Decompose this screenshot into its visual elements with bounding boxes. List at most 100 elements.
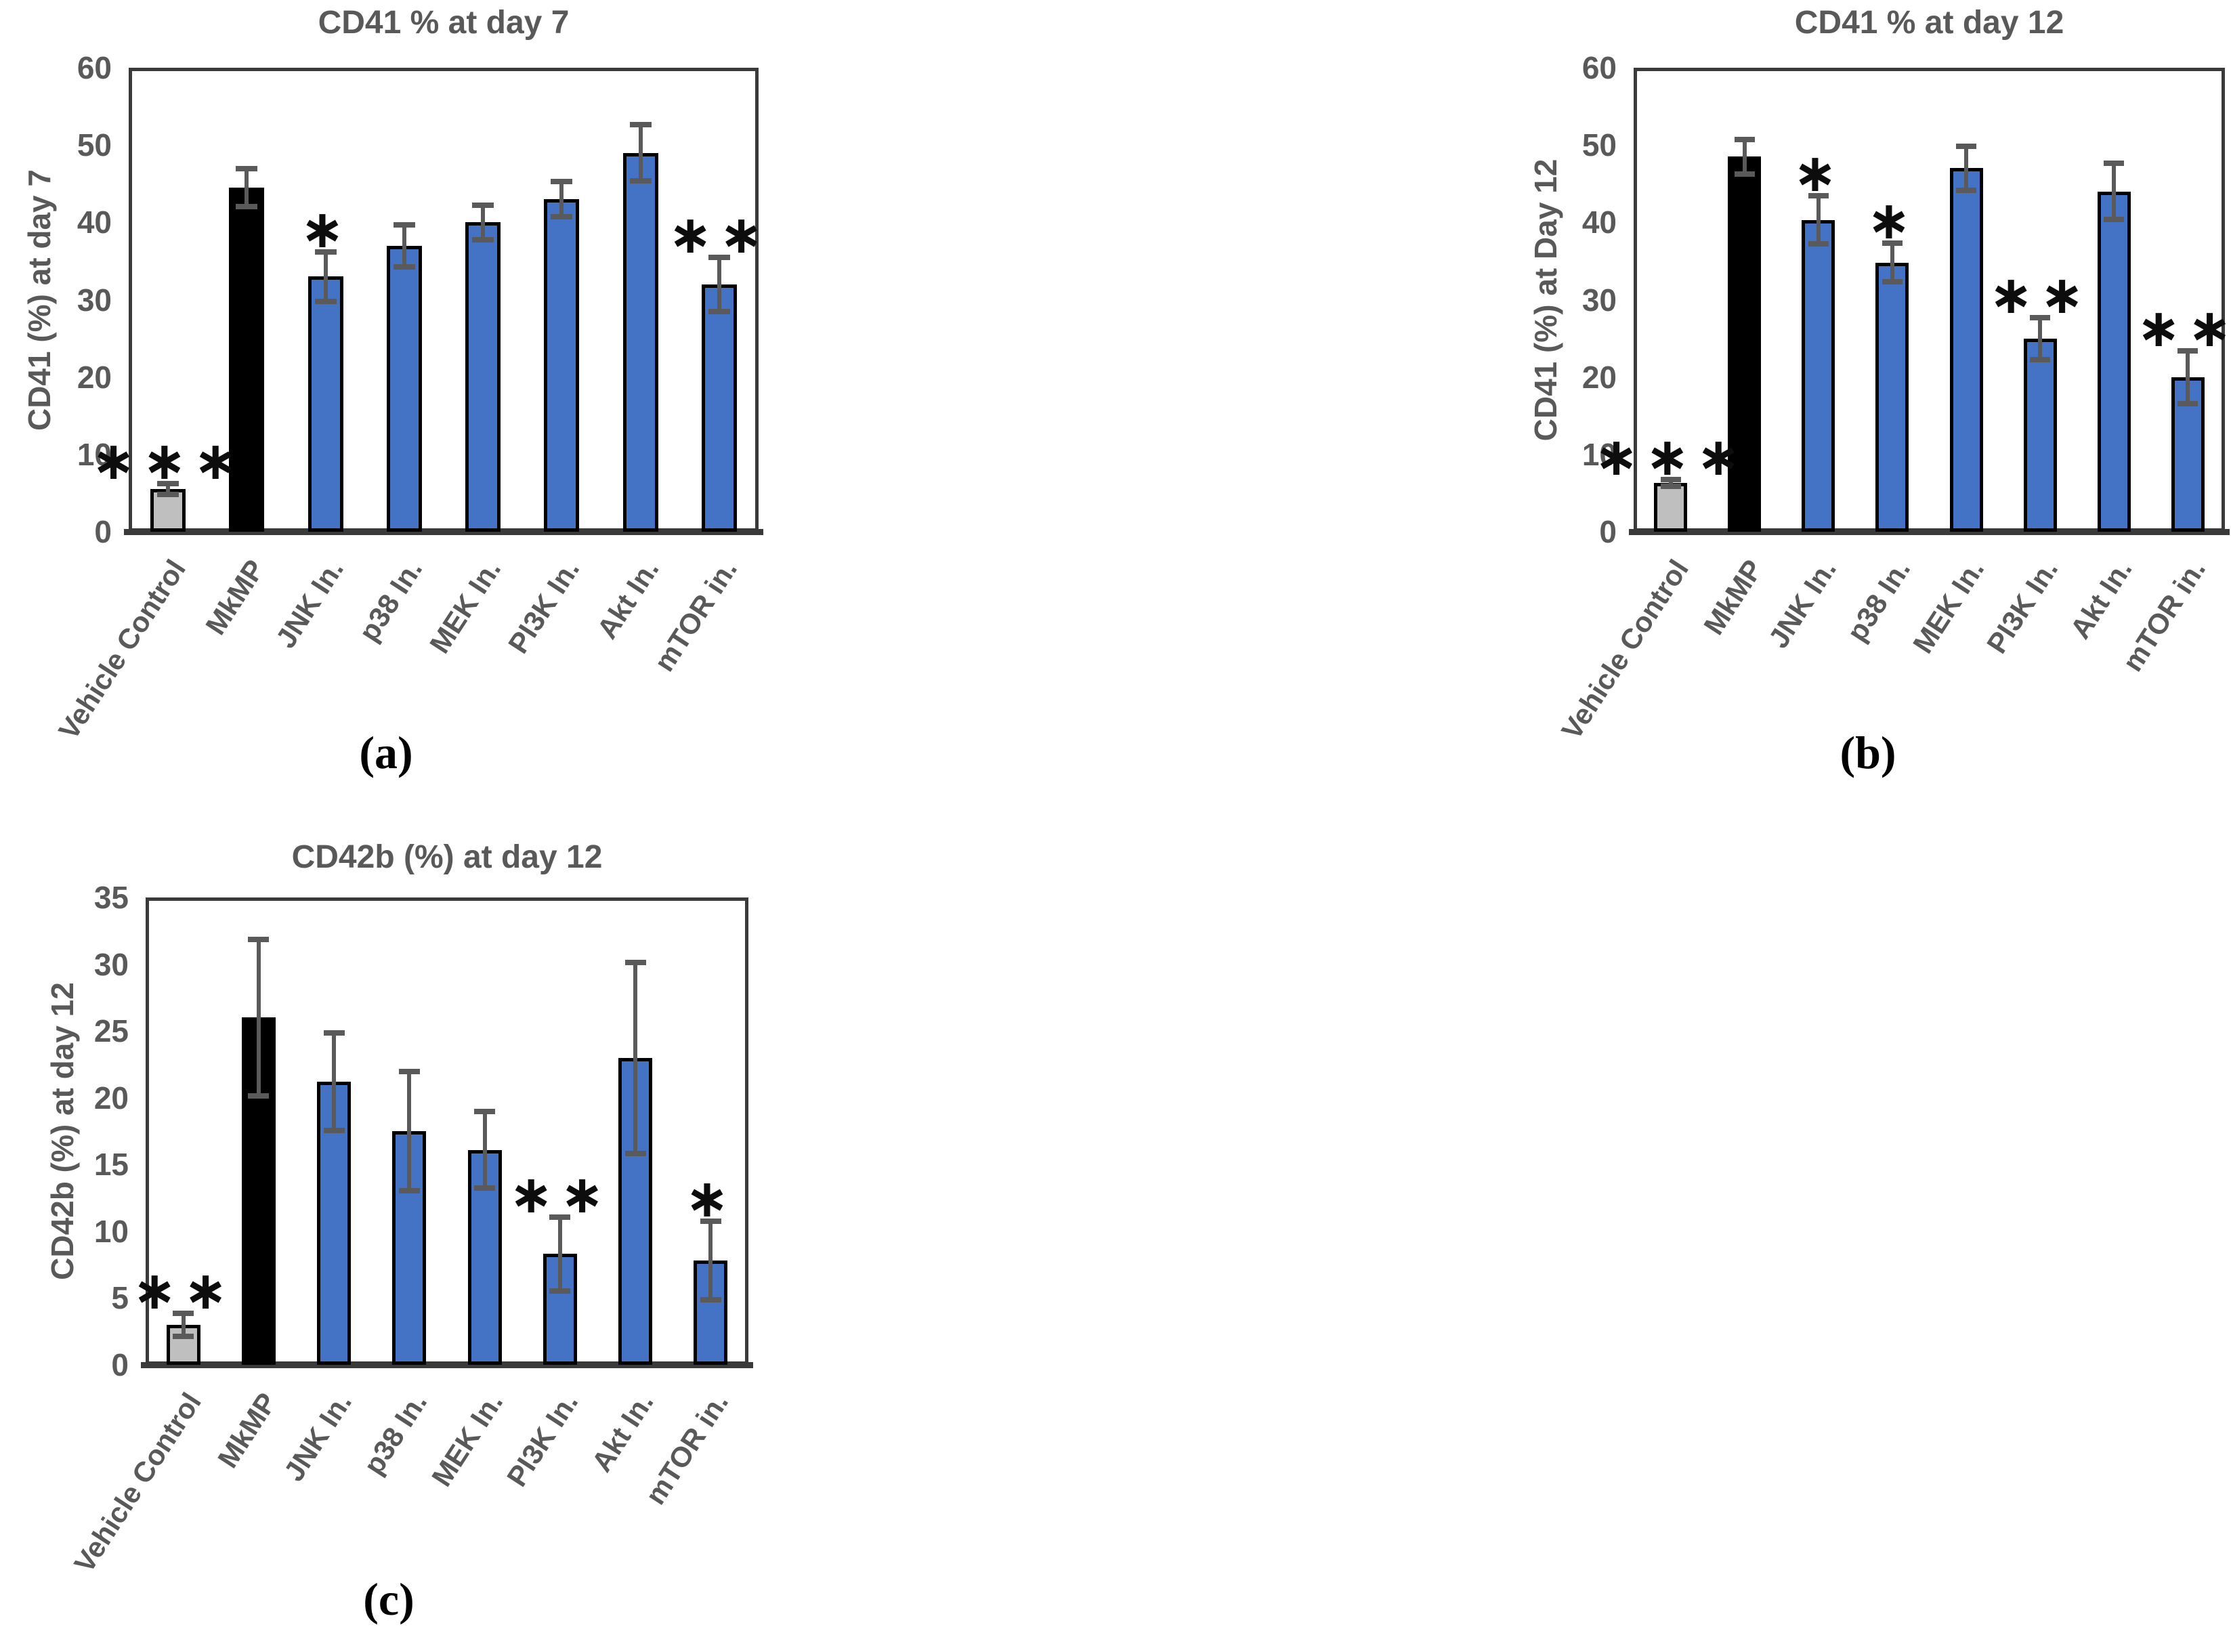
error-bar-cap-bottom	[1882, 279, 1903, 284]
error-bar-cap-bottom	[472, 237, 494, 242]
error-bar-line	[559, 181, 564, 218]
x-tick-label-mkmp: MkMP	[211, 1386, 283, 1474]
figure-caption-c: (c)	[363, 1573, 415, 1625]
significance-stars: ∗	[1867, 190, 1918, 251]
error-bar-cap-bottom	[248, 1093, 269, 1099]
y-tick-label: 10	[1581, 436, 1617, 472]
bar-jnk-in	[308, 276, 343, 532]
y-tick-label: 10	[93, 1213, 129, 1249]
y-tick-label: 50	[77, 127, 112, 163]
error-bar-line	[2038, 317, 2042, 360]
y-tick-label: 15	[93, 1147, 129, 1183]
error-bar-cap-bottom	[630, 178, 652, 184]
error-bar-line	[407, 1071, 411, 1191]
y-tick-label: 50	[1581, 127, 1617, 163]
bar-mek-in	[1950, 168, 1983, 532]
y-tick-label: 0	[111, 1347, 129, 1382]
y-tick-label: 35	[93, 880, 129, 915]
error-bar-cap-bottom	[157, 492, 179, 497]
significance-stars: ∗∗	[1989, 265, 2091, 326]
error-bar-cap-bottom	[1808, 241, 1829, 247]
error-bar-line	[332, 1032, 336, 1131]
chart-title: CD42b (%) at day 12	[291, 839, 603, 875]
error-bar-line	[1743, 139, 1747, 175]
significance-stars: ∗	[685, 1168, 736, 1229]
bar-mek-in	[465, 222, 501, 532]
y-tick-label: 30	[93, 946, 129, 982]
y-tick-label: 60	[1581, 50, 1617, 85]
error-bar-cap-top	[315, 249, 337, 255]
error-bar-line	[1816, 195, 1821, 245]
x-tick-label-vehicle-control: Vehicle Control	[68, 1386, 208, 1578]
x-tick-label-pi3k-in: PI3K In.	[500, 1386, 585, 1492]
significance-stars: ∗	[300, 199, 352, 260]
error-bar-cap-top	[2177, 348, 2198, 354]
figure-caption-a: (a)	[359, 727, 413, 778]
error-bar-cap-bottom	[2030, 357, 2050, 362]
y-tick-label: 20	[1581, 359, 1617, 395]
error-bar-cap-bottom	[399, 1188, 420, 1193]
error-bar-cap-bottom	[551, 214, 572, 219]
y-tick-label: 30	[77, 282, 112, 318]
bar-p38-in	[387, 246, 422, 532]
error-bar-cap-bottom	[708, 309, 730, 314]
y-tick-label: 40	[1581, 205, 1617, 240]
y-tick-label: 60	[77, 50, 112, 85]
bar-mek-in	[468, 1150, 502, 1365]
error-bar-line	[2186, 350, 2190, 404]
figure-caption-b: (b)	[1840, 727, 1896, 778]
error-bar-line	[708, 1221, 713, 1300]
bar-mkmp	[229, 188, 264, 532]
significance-stars: ∗∗∗	[91, 431, 245, 492]
bar-akt-in	[2098, 192, 2131, 532]
x-tick-label-mek-in: MEK In.	[425, 1386, 509, 1492]
error-bar-line	[717, 257, 721, 312]
error-bar-line	[483, 1111, 487, 1188]
error-bar-line	[166, 483, 170, 495]
error-bar-cap-bottom	[236, 204, 257, 209]
error-bar-cap-top	[625, 960, 646, 965]
significance-stars: ∗∗∗	[1594, 427, 1748, 488]
chart-title: CD41 % at day 7	[318, 5, 570, 41]
error-bar-cap-top	[324, 1030, 345, 1036]
error-bar-cap-bottom	[1661, 484, 1681, 489]
error-bar-line	[633, 962, 637, 1154]
y-tick-label: 20	[93, 1080, 129, 1116]
error-bar-line	[257, 939, 261, 1097]
y-tick-label: 5	[111, 1280, 129, 1316]
error-bar-cap-top	[2104, 161, 2124, 166]
x-axis-line	[141, 1362, 753, 1368]
error-bar-cap-top	[472, 203, 494, 208]
bar-mkmp	[242, 1017, 276, 1365]
x-axis-line	[1629, 529, 2230, 535]
error-bar-cap-top	[236, 166, 257, 171]
error-bar-line	[1964, 146, 1968, 190]
significance-stars: ∗∗	[132, 1261, 235, 1321]
error-bar-line	[639, 124, 643, 181]
error-bar-cap-top	[630, 122, 652, 127]
x-tick-label-p38-in: p38 In.	[357, 1386, 433, 1481]
bar-pi3k-in	[544, 199, 579, 532]
error-bar-cap-top	[1808, 193, 1829, 198]
error-bar-line	[324, 251, 328, 302]
error-bar-cap-bottom	[474, 1185, 495, 1191]
error-bar-cap-top	[248, 937, 269, 942]
error-bar-cap-top	[394, 222, 415, 228]
error-bar-cap-top	[1735, 137, 1755, 142]
bar-jnk-in	[1802, 220, 1835, 532]
bar-akt-in	[623, 153, 658, 532]
bar-vehicle-control	[1654, 483, 1687, 532]
error-bar-cap-bottom	[1735, 171, 1755, 177]
error-bar-cap-top	[708, 255, 730, 260]
significance-stars: ∗∗	[509, 1164, 612, 1225]
y-tick-label: 0	[1599, 514, 1617, 549]
error-bar-line	[1669, 479, 1673, 486]
y-tick-label: 30	[1581, 282, 1617, 318]
error-bar-cap-top	[1661, 477, 1681, 482]
error-bar-line	[402, 224, 406, 268]
significance-stars: ∗∗	[2136, 298, 2231, 359]
y-tick-label: 0	[94, 514, 112, 549]
